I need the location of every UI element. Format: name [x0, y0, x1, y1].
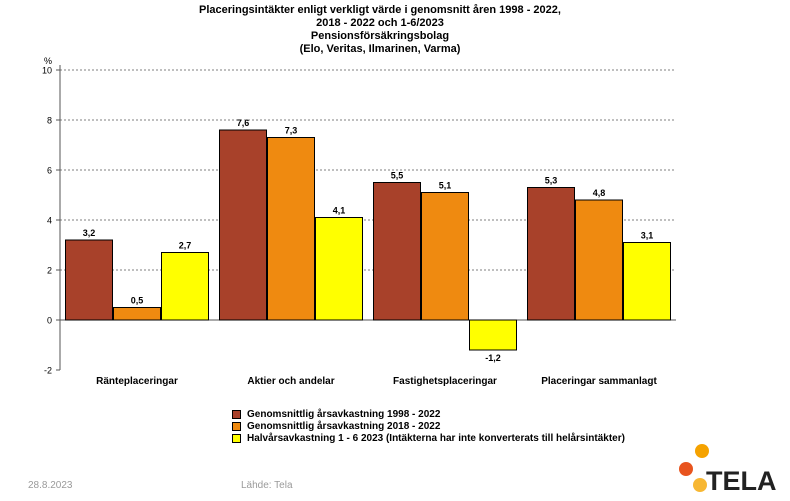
y-tick-label: -2 — [44, 366, 52, 376]
bar-chart: -2 0 2 4 6 8 10% 3,2 0,5 2,7 Ränteplaceringar 7,6 7,… — [42, 56, 676, 387]
legend-swatch-2 — [232, 421, 241, 431]
logo-dot-left — [679, 462, 693, 476]
data-label: 3,1 — [641, 231, 654, 241]
title-line-4: (Elo, Veritas, Ilmarinen, Varma) — [299, 43, 461, 55]
tela-logo — [679, 444, 709, 492]
y-tick-label: 10 — [42, 66, 52, 76]
footer-source: Lähde: Tela — [241, 480, 293, 491]
title-line-2: 2018 - 2022 och 1-6/2023 — [316, 17, 444, 29]
data-label: 7,3 — [285, 126, 298, 136]
bar-2-1 — [113, 307, 161, 321]
data-label: 5,5 — [391, 171, 404, 181]
bar-1-4 — [527, 187, 575, 321]
legend-swatch-3 — [232, 433, 241, 443]
bar-3-4 — [623, 242, 671, 321]
legend-item-2: Genomsnittlig årsavkastning 2018 - 2022 — [232, 420, 625, 432]
data-label: 4,1 — [333, 206, 346, 216]
data-label: 2,7 — [179, 241, 192, 251]
legend: Genomsnittlig årsavkastning 1998 - 2022 … — [232, 408, 625, 444]
bar-1-1 — [65, 239, 113, 321]
category-label: Aktier och andelar — [247, 376, 334, 387]
footer-date: 28.8.2023 — [28, 480, 73, 491]
bar-3-1 — [161, 252, 209, 321]
y-tick-label: 6 — [47, 166, 52, 176]
category-label: Fastighetsplaceringar — [393, 376, 497, 387]
legend-swatch-1 — [232, 409, 241, 419]
y-tick-label: 4 — [47, 216, 52, 226]
data-label: 7,6 — [237, 118, 250, 128]
category-label: Placeringar sammanlagt — [541, 376, 657, 387]
bar-3-2 — [315, 217, 363, 321]
legend-item-3: Halvårsavkastning 1 - 6 2023 (Intäkterna… — [232, 432, 625, 444]
data-label: 5,1 — [439, 181, 452, 191]
data-label: 0,5 — [131, 296, 144, 306]
y-tick-label: 8 — [47, 116, 52, 126]
legend-label-2: Genomsnittlig årsavkastning 2018 - 2022 — [247, 420, 441, 432]
data-label: 3,2 — [83, 228, 96, 238]
bar-2-2 — [267, 137, 315, 321]
y-axis-label: % — [44, 56, 52, 66]
legend-item-1: Genomsnittlig årsavkastning 1998 - 2022 — [232, 408, 625, 420]
logo-text: TELA — [706, 466, 777, 496]
y-tick-label: 0 — [47, 316, 52, 326]
bar-2-4 — [575, 199, 623, 321]
title-line-3: Pensionsförsäkringsbolag — [310, 30, 450, 42]
y-tick-label: 2 — [47, 266, 52, 276]
legend-label-3: Halvårsavkastning 1 - 6 2023 (Intäkterna… — [247, 432, 625, 444]
category-label: Ränteplaceringar — [96, 376, 178, 387]
logo-dot-bottom — [693, 478, 707, 492]
chart-title: Placeringsintäkter enligt verkligt värde… — [100, 4, 660, 56]
data-label: -1,2 — [485, 353, 501, 363]
legend-label-1: Genomsnittlig årsavkastning 1998 - 2022 — [247, 408, 441, 420]
bar-1-2 — [219, 129, 267, 321]
data-label: 4,8 — [593, 188, 606, 198]
title-line-1: Placeringsintäkter enligt verkligt värde… — [199, 4, 561, 16]
bar-2-3 — [421, 192, 469, 321]
data-label: 5,3 — [545, 176, 558, 186]
bar-1-3 — [373, 182, 421, 321]
logo-dot-top — [695, 444, 709, 458]
bar-3-3 — [469, 319, 517, 351]
